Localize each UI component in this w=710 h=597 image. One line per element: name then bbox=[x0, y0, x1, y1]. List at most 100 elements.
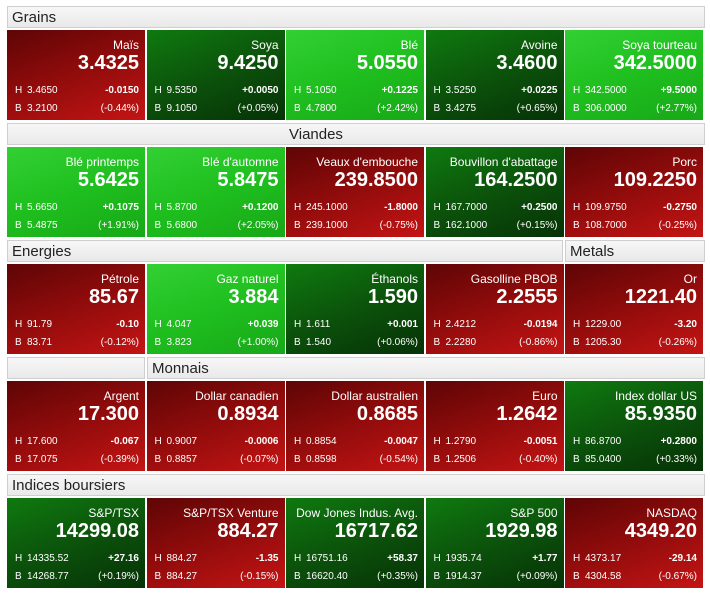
quote-percent: (+0.19%) bbox=[98, 571, 139, 582]
quote-percent: (-0.40%) bbox=[519, 454, 558, 465]
quote-high: 91.79 bbox=[27, 319, 53, 330]
low-label: B bbox=[154, 571, 162, 582]
low-label: B bbox=[573, 103, 580, 114]
quote-tile: Soya 9.4250 H 9.5350 +0.0050 B 9.1050 (+0.05%) bbox=[146, 30, 285, 120]
quote-high: 167.7000 bbox=[445, 202, 488, 213]
quote-percent: (-0.26%) bbox=[658, 337, 697, 348]
quote-high: 17.600 bbox=[27, 436, 58, 447]
quote-name: Gasolline PBOB bbox=[470, 272, 558, 286]
quote-percent: (+0.09%) bbox=[516, 571, 558, 582]
quote-name: Maïs bbox=[112, 38, 139, 52]
quote-change: +0.001 bbox=[387, 319, 418, 330]
quote-last: 3.4325 bbox=[77, 52, 139, 74]
quote-last: 0.8685 bbox=[356, 403, 418, 425]
quote-tile: Veaux d'embouche 239.8500 H 245.1000 -1.8000… bbox=[286, 147, 424, 237]
quote-percent: (+2.77%) bbox=[656, 103, 697, 114]
quote-change: -0.0051 bbox=[523, 436, 558, 447]
quote-last: 16717.62 bbox=[334, 520, 418, 542]
quote-last: 5.8475 bbox=[217, 169, 279, 191]
low-label: B bbox=[154, 220, 162, 231]
quote-high: 1229.00 bbox=[585, 319, 622, 330]
low-label: B bbox=[433, 103, 441, 114]
quote-high: 2.4212 bbox=[445, 319, 477, 330]
quote-tile: S&P 500 1929.98 H 1935.74 +1.77 B 1914.37 (+0.0… bbox=[425, 498, 564, 588]
quote-name: Pétrole bbox=[100, 272, 139, 286]
quote-tile: S&P/TSX Venture 884.27 H 884.27 -1.35 B 884.27… bbox=[146, 498, 285, 588]
quote-percent: (+0.65%) bbox=[516, 103, 558, 114]
low-label: B bbox=[154, 103, 162, 114]
quote-name: Or bbox=[683, 272, 697, 286]
quote-change: +1.77 bbox=[532, 553, 558, 564]
quote-tile: Dollar australien 0.8685 H 0.8854 -0.0047 B 0.… bbox=[286, 381, 424, 471]
quote-name: Dollar australien bbox=[331, 389, 418, 403]
quote-last: 1929.98 bbox=[485, 520, 558, 542]
quote-percent: (-0.67%) bbox=[658, 571, 697, 582]
quote-name: Gaz naturel bbox=[216, 272, 279, 286]
high-label: H bbox=[433, 85, 441, 96]
quote-high: 9.5350 bbox=[166, 85, 198, 96]
quote-high: 5.1050 bbox=[306, 85, 337, 96]
quote-tile: Maïs 3.4325 H 3.4650 -0.0150 B 3.2100 (-0.44%) bbox=[7, 30, 145, 120]
quote-name: Bouvillon d'abattage bbox=[449, 155, 558, 169]
quote-change: -0.0150 bbox=[105, 85, 139, 96]
quote-low: 0.8857 bbox=[166, 454, 198, 465]
quote-tile: Blé printemps 5.6425 H 5.6650 +0.1075 B 5.4875… bbox=[7, 147, 145, 237]
quote-low: 85.0400 bbox=[585, 454, 622, 465]
quote-percent: (+2.42%) bbox=[377, 103, 418, 114]
quote-change: -29.14 bbox=[668, 553, 697, 564]
quote-high: 0.9007 bbox=[166, 436, 198, 447]
quote-last: 5.0550 bbox=[356, 52, 418, 74]
quote-tile: Dow Jones Indus. Avg. 16717.62 H 16751.16 +5… bbox=[286, 498, 424, 588]
quote-name: Index dollar US bbox=[614, 389, 697, 403]
quote-high: 3.5250 bbox=[445, 85, 477, 96]
quote-last: 0.8934 bbox=[217, 403, 279, 425]
quote-change: +58.37 bbox=[387, 553, 418, 564]
section-header: Metals bbox=[565, 240, 705, 262]
quote-high: 4.047 bbox=[166, 319, 192, 330]
high-label: H bbox=[294, 436, 302, 447]
section-header: Indices boursiers bbox=[7, 474, 705, 496]
quote-last: 164.2500 bbox=[474, 169, 558, 191]
low-label: B bbox=[154, 337, 162, 348]
quote-high: 3.4650 bbox=[27, 85, 58, 96]
quote-percent: (-0.12%) bbox=[100, 337, 139, 348]
quote-high: 884.27 bbox=[166, 553, 198, 564]
quote-name: Blé d'automne bbox=[202, 155, 279, 169]
quote-percent: (+0.15%) bbox=[516, 220, 558, 231]
quote-percent: (-0.25%) bbox=[658, 220, 697, 231]
quote-name: Argent bbox=[103, 389, 139, 403]
quote-change: -0.0006 bbox=[244, 436, 279, 447]
quote-percent: (-0.86%) bbox=[519, 337, 558, 348]
quote-low: 239.1000 bbox=[306, 220, 348, 231]
quote-percent: (+1.91%) bbox=[98, 220, 139, 231]
quote-low: 9.1050 bbox=[166, 103, 198, 114]
low-label: B bbox=[15, 454, 22, 465]
quote-last: 109.2250 bbox=[613, 169, 697, 191]
quote-high: 1935.74 bbox=[445, 553, 482, 564]
quote-high: 16751.16 bbox=[306, 553, 348, 564]
quote-percent: (-0.07%) bbox=[240, 454, 279, 465]
quote-low: 1.540 bbox=[306, 337, 332, 348]
quote-high: 5.6650 bbox=[27, 202, 58, 213]
quote-last: 14299.08 bbox=[55, 520, 139, 542]
quote-tile: Argent 17.300 H 17.600 -0.067 B 17.075 (-0.39%) bbox=[7, 381, 145, 471]
high-label: H bbox=[294, 319, 302, 330]
section-header: Monnais bbox=[147, 357, 705, 379]
quote-last: 3.884 bbox=[228, 286, 279, 308]
low-label: B bbox=[294, 454, 301, 465]
quote-last: 1.2642 bbox=[496, 403, 558, 425]
section-header: Energies bbox=[7, 240, 563, 262]
quote-percent: (-0.15%) bbox=[240, 571, 279, 582]
quote-percent: (+2.05%) bbox=[237, 220, 279, 231]
quote-last: 2.2555 bbox=[496, 286, 558, 308]
quote-high: 4373.17 bbox=[585, 553, 622, 564]
quote-high: 86.8700 bbox=[585, 436, 622, 447]
blank-header bbox=[7, 357, 145, 379]
quote-change: +0.2500 bbox=[521, 202, 558, 213]
quote-percent: (-0.54%) bbox=[379, 454, 418, 465]
high-label: H bbox=[154, 85, 162, 96]
quote-last: 85.67 bbox=[88, 286, 139, 308]
quote-low: 5.4875 bbox=[27, 220, 58, 231]
quote-low: 2.2280 bbox=[445, 337, 477, 348]
quote-high: 0.8854 bbox=[306, 436, 337, 447]
